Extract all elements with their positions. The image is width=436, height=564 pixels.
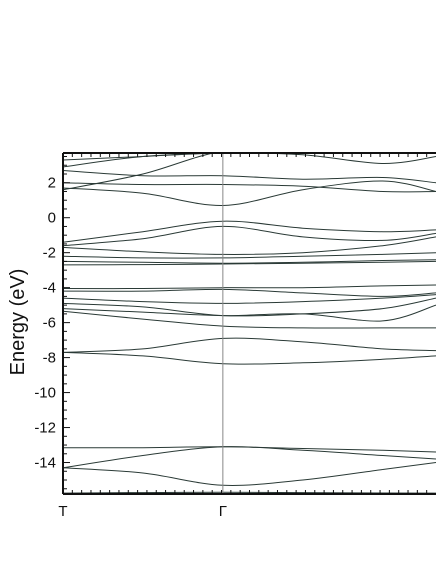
band-line-3 — [63, 446, 436, 453]
x-tick-label: Γ — [219, 503, 227, 520]
axes — [62, 152, 436, 495]
y-tick-label: -12 — [34, 420, 56, 437]
band-line-12 — [63, 260, 436, 266]
band-line-19 — [63, 182, 436, 193]
band-line-5 — [63, 351, 436, 365]
y-tick-label: -6 — [43, 315, 56, 332]
band-line-8 — [63, 297, 436, 317]
y-tick-label: -8 — [43, 350, 56, 367]
band-line-20 — [63, 170, 436, 184]
band-line-18 — [63, 180, 436, 207]
band-line-10 — [63, 288, 436, 297]
x-tick-label: T — [58, 503, 67, 520]
y-tick-label: 2 — [48, 175, 56, 192]
band-line-11 — [63, 284, 436, 290]
y-tick-label: -4 — [43, 280, 56, 297]
band-line-9 — [63, 294, 436, 304]
y-tick-label: 0 — [48, 210, 56, 227]
band-line-14 — [63, 252, 436, 259]
band-line-17 — [63, 220, 436, 243]
band-lines — [63, 153, 436, 494]
y-tick-label: -14 — [34, 455, 56, 472]
band-line-1 — [63, 462, 436, 486]
band-line-13 — [63, 259, 436, 264]
band-line-7 — [63, 304, 436, 322]
y-tick-label: -10 — [34, 385, 56, 402]
y-tick-labels: 2 0 -2 -4 -6 -8 -10 -12 -14 — [34, 175, 56, 472]
band-line-22 — [63, 153, 216, 191]
band-line-4 — [63, 337, 436, 353]
y-axis-label: Energy (eV) — [7, 269, 29, 376]
y-tick-label: -2 — [43, 245, 56, 262]
band-line-6 — [63, 310, 436, 329]
band-line-16 — [63, 225, 436, 247]
band-line-15 — [63, 236, 436, 255]
